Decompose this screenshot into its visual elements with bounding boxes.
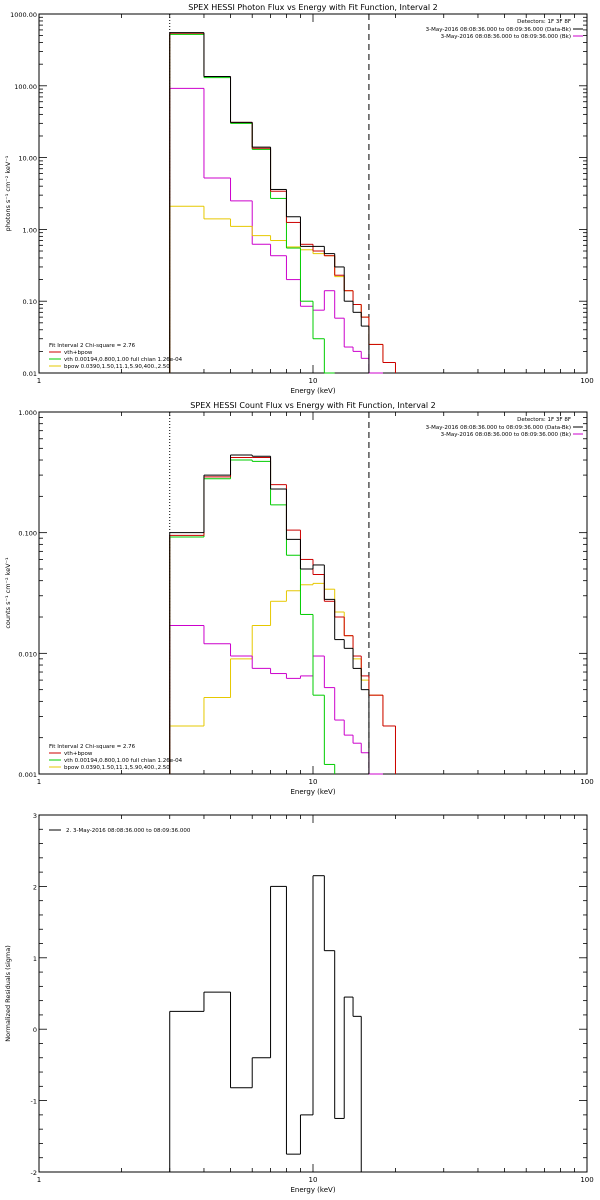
chart-title: SPEX HESSI Count Flux vs Energy with Fit…	[190, 401, 435, 410]
legend-fit-label: bpow 0.0390,1.50,11.1,5.90,400.,2.50	[64, 364, 170, 370]
y-tick-label: -1	[31, 1098, 37, 1106]
x-tick-label: 10	[309, 377, 318, 385]
legend-fit-header: Fit Interval 2 Chi-square = 2.76	[49, 343, 136, 349]
y-tick-label: 1.000	[18, 409, 37, 417]
x-tick-label: 10	[309, 778, 318, 786]
legend-fit-header: Fit Interval 2 Chi-square = 2.76	[49, 744, 136, 750]
x-tick-label: 1	[37, 377, 41, 385]
y-tick-label: 0	[33, 1026, 37, 1034]
chart-panel-1: SPEX HESSI Photon Flux vs Energy with Fi…	[4, 3, 594, 395]
chart-panel-2: SPEX HESSI Count Flux vs Energy with Fit…	[4, 401, 594, 796]
legend-entry-label: 3-May-2016 08:08:36.000 to 08:09:36.000 …	[441, 34, 571, 40]
chart-title: SPEX HESSI Photon Flux vs Energy with Fi…	[188, 3, 438, 12]
y-tick-label: 0.10	[23, 298, 37, 306]
x-tick-label: 100	[580, 1176, 593, 1184]
y-tick-label: 1000.00	[10, 11, 37, 19]
y-tick-label: 0.100	[18, 530, 37, 538]
legend-entry-label: 3-May-2016 08:08:36.000 to 08:09:36.000 …	[426, 27, 571, 33]
y-tick-label: 1.00	[23, 226, 37, 234]
legend-fit-label: vth+bpow	[64, 751, 93, 757]
legend-entry-label: 3-May-2016 08:08:36.000 to 08:09:36.000 …	[441, 432, 571, 438]
x-tick-label: 100	[580, 778, 593, 786]
y-tick-label: 0.010	[18, 650, 37, 658]
x-tick-label: 1	[37, 778, 41, 786]
x-tick-label: 1	[37, 1176, 41, 1184]
x-axis-label: Energy (keV)	[290, 387, 335, 395]
plot-frame	[38, 411, 588, 775]
y-tick-label: 0.001	[18, 771, 37, 779]
legend-fit-label: vth 0.00194,0.800,1.00 full chian 1.26e-…	[64, 357, 183, 363]
legend-detectors: Detectors: 1F 3F 8F	[517, 417, 571, 423]
legend-fit-label: bpow 0.0390,1.50,11.1,5.90,400.,2.50	[64, 765, 170, 771]
legend-detectors: Detectors: 1F 3F 8F	[517, 19, 571, 25]
y-tick-label: 10.00	[18, 155, 37, 163]
legend-fit-label: vth+bpow	[64, 350, 93, 356]
y-tick-label: -2	[31, 1169, 37, 1177]
y-tick-label: 100.00	[14, 83, 37, 91]
y-axis-label: counts s⁻¹ cm⁻² keV⁻¹	[4, 557, 12, 629]
y-tick-label: 2	[33, 883, 37, 891]
x-tick-label: 10	[309, 1176, 318, 1184]
x-axis-label: Energy (keV)	[290, 788, 335, 796]
y-tick-label: 1	[33, 955, 37, 963]
x-tick-label: 100	[580, 377, 593, 385]
legend-entry-label: 3-May-2016 08:08:36.000 to 08:09:36.000 …	[426, 425, 571, 431]
x-axis-label: Energy (keV)	[290, 1186, 335, 1194]
y-axis-label: Normalized Residuals (sigma)	[4, 945, 12, 1042]
y-axis-label: photons s⁻¹ cm⁻² keV⁻¹	[4, 155, 12, 231]
legend-fit-label: vth 0.00194,0.800,1.00 full chian 1.26e-…	[64, 758, 183, 764]
legend-entry-label: 2. 3-May-2016 08:08:36.000 to 08:09:36.0…	[66, 828, 191, 834]
chart-panel-3: 1 10 100 Energy (keV) -2 -1 0 1 2 3 Normalized Res…	[4, 812, 594, 1194]
y-tick-label: 3	[33, 812, 37, 820]
y-tick-label: 0.01	[23, 370, 37, 378]
